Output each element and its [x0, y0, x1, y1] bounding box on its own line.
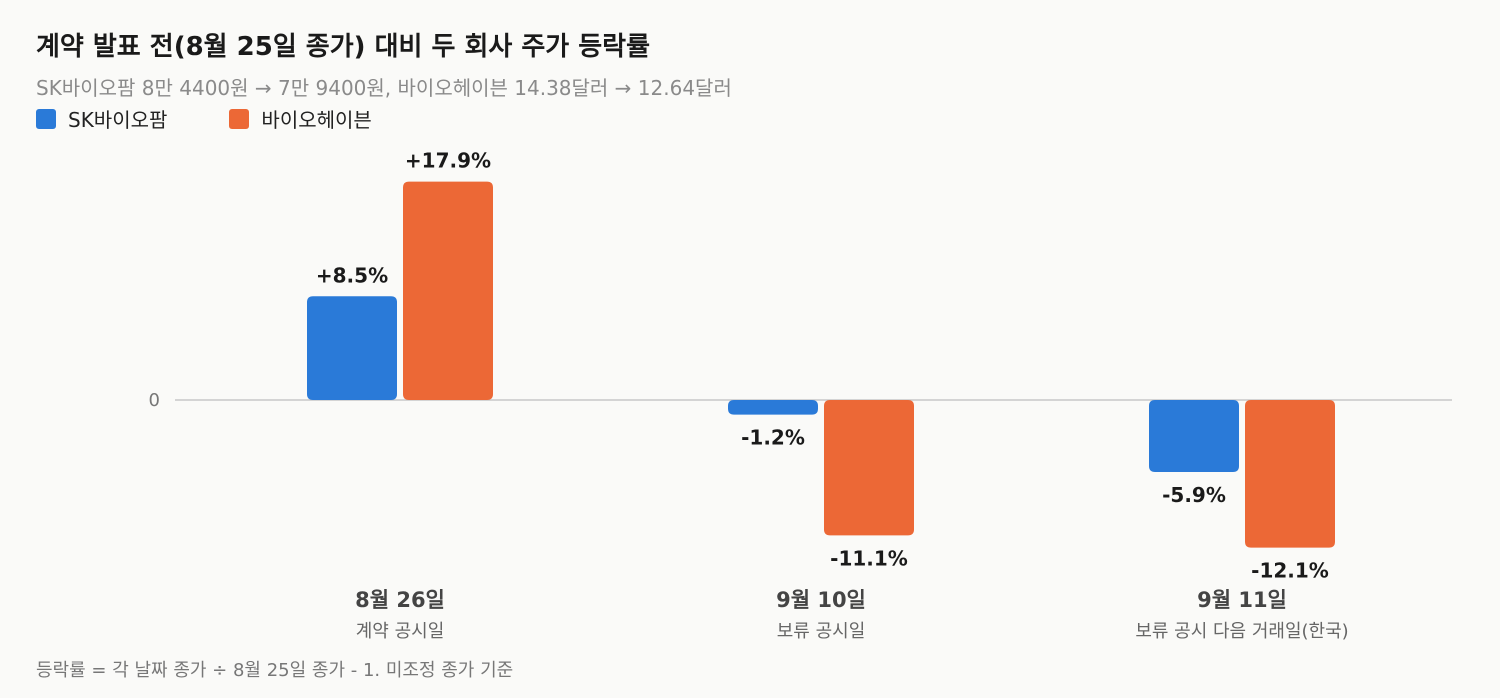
- bar-value-label: -5.9%: [1162, 483, 1226, 507]
- legend-label-sk: SK바이오팜: [68, 108, 168, 132]
- bar-value-label: -11.1%: [830, 546, 908, 570]
- bar-sk-0: [307, 296, 397, 400]
- bar-biohaven-0: [403, 181, 493, 400]
- legend: SK바이오팜 바이오헤이븐: [36, 104, 434, 133]
- bar-sk-1: [728, 400, 818, 415]
- chart-title: 계약 발표 전(8월 25일 종가) 대비 두 회사 주가 등락률: [36, 32, 650, 62]
- bar-value-label: -12.1%: [1251, 559, 1329, 583]
- x-category-sublabel: 계약 공시일: [356, 621, 445, 642]
- bar-biohaven-2: [1245, 400, 1335, 548]
- x-category-label: 9월 10일: [776, 588, 866, 612]
- legend-swatch-biohaven: [229, 108, 250, 129]
- x-category-sublabel: 보류 공시일: [777, 621, 866, 642]
- x-category-label: 9월 11일: [1197, 588, 1287, 612]
- bar-value-label: -1.2%: [741, 426, 805, 450]
- bar-sk-2: [1149, 400, 1239, 472]
- legend-label-biohaven: 바이오헤이븐: [261, 108, 372, 132]
- legend-item-sk: SK바이오팜: [36, 104, 167, 133]
- bar-biohaven-1: [824, 400, 914, 536]
- footnote: 등락률 = 각 날짜 종가 ÷ 8월 25일 종가 - 1. 미조정 종가 기준: [36, 660, 514, 681]
- chart-subtitle: SK바이오팜 8만 4400원 → 7만 9400원, 바이오헤이븐 14.38…: [36, 76, 732, 100]
- x-category-sublabel: 보류 공시 다음 거래일(한국): [1135, 621, 1348, 642]
- legend-swatch-sk: [36, 108, 56, 129]
- y-tick-label: 0: [149, 390, 160, 411]
- bar-value-label: +17.9%: [405, 149, 491, 173]
- x-category-label: 8월 26일: [355, 588, 445, 612]
- bar-value-label: +8.5%: [316, 263, 388, 287]
- legend-item-biohaven: 바이오헤이븐: [229, 104, 372, 133]
